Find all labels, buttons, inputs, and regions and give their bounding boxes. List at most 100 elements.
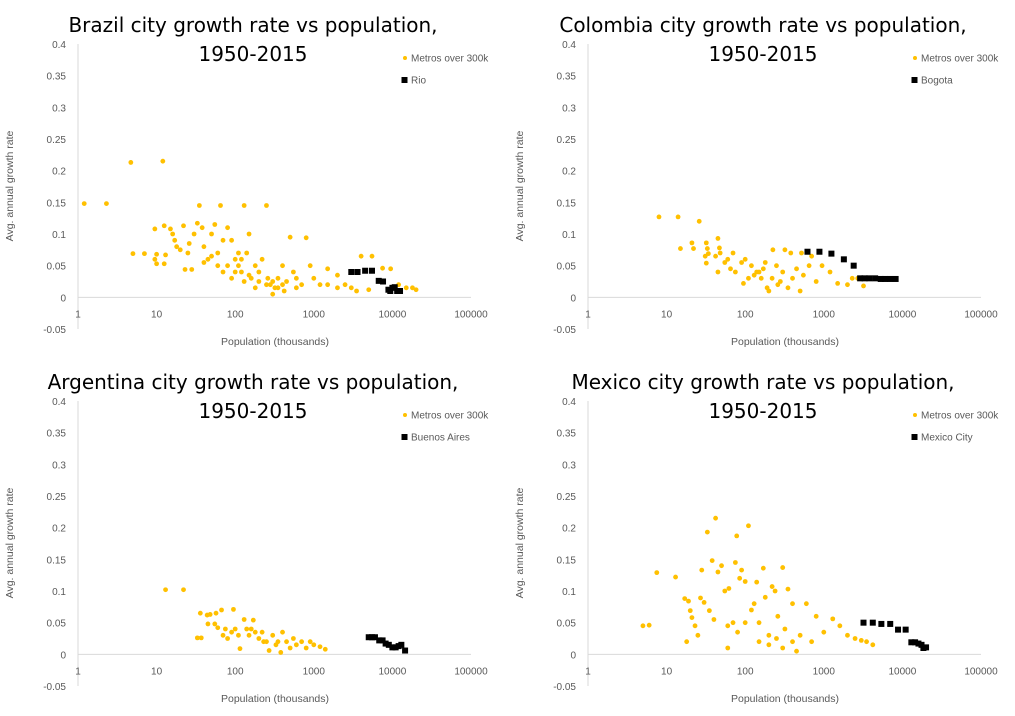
- y-tick-label: 0.25: [557, 135, 577, 146]
- x-tick-label: 1000: [303, 309, 326, 320]
- data-point: [735, 629, 740, 635]
- data-point: [375, 277, 382, 284]
- data-point: [152, 226, 158, 232]
- data-point: [170, 231, 176, 237]
- data-point: [852, 636, 858, 641]
- data-point: [877, 275, 884, 282]
- data-point: [185, 250, 191, 256]
- data-point: [281, 288, 287, 294]
- data-point: [174, 244, 180, 250]
- data-point: [368, 267, 375, 274]
- x-tick-label: 10000: [378, 309, 406, 320]
- data-point: [725, 256, 731, 262]
- data-point: [104, 201, 109, 207]
- data-point: [698, 595, 703, 601]
- series-metros: [640, 515, 876, 654]
- data-point: [849, 275, 855, 281]
- data-point: [379, 637, 386, 644]
- data-point: [194, 220, 200, 226]
- data-point: [687, 608, 693, 614]
- data-point: [769, 584, 775, 589]
- data-point: [209, 231, 214, 237]
- data-point: [213, 610, 219, 616]
- chart-svg: 0.4 0.35 0.3 0.25 0.2 0.15 0.1 0.05 0 -0.05 1 10 100…: [514, 13, 999, 348]
- y-tick-label: 0.05: [47, 262, 67, 273]
- data-point: [799, 250, 804, 256]
- data-point: [749, 607, 754, 613]
- data-point: [387, 288, 394, 294]
- x-axis-label: Population (thousands): [221, 336, 329, 348]
- y-tick-label: 0.4: [562, 40, 576, 51]
- data-point: [278, 650, 284, 655]
- data-point: [640, 623, 646, 629]
- data-point: [287, 645, 293, 651]
- chart-title-line-2: 1950-2015: [708, 399, 817, 423]
- x-tick-label: 1: [585, 666, 591, 677]
- data-point: [751, 601, 757, 607]
- data-point: [299, 282, 305, 288]
- data-point: [730, 620, 736, 626]
- legend-label: Metros over 300k: [411, 411, 489, 422]
- data-point: [872, 275, 879, 282]
- data-point: [225, 263, 230, 269]
- data-point: [717, 250, 723, 256]
- data-point: [696, 218, 702, 224]
- data-point: [742, 620, 748, 626]
- y-tick-label: 0.25: [557, 492, 577, 503]
- data-point: [325, 282, 331, 288]
- data-point: [181, 587, 186, 593]
- data-point: [780, 565, 786, 570]
- data-point: [782, 626, 788, 632]
- data-point: [828, 250, 835, 257]
- data-point: [756, 269, 762, 275]
- data-point: [803, 601, 809, 607]
- legend-label: Metros over 300k: [921, 411, 999, 422]
- chart-svg: 0.4 0.35 0.3 0.25 0.2 0.15 0.1 0.05 0 -0.05 1 10 100…: [4, 370, 489, 705]
- data-point: [222, 626, 228, 632]
- data-point: [261, 639, 267, 645]
- data-point: [749, 263, 754, 269]
- data-point: [682, 596, 688, 601]
- data-point: [194, 635, 200, 641]
- data-point: [732, 269, 738, 275]
- data-point: [299, 639, 305, 645]
- x-tick-label: 1000: [303, 666, 326, 677]
- data-point: [813, 279, 819, 284]
- data-point: [762, 594, 768, 600]
- data-point: [402, 647, 409, 654]
- data-point: [794, 648, 799, 654]
- data-point: [398, 641, 405, 648]
- data-point: [154, 251, 160, 257]
- x-tick-label: 10: [151, 666, 163, 677]
- data-point: [775, 613, 781, 619]
- data-point: [770, 247, 776, 253]
- data-point: [290, 636, 296, 641]
- y-tick-label: 0: [60, 293, 66, 304]
- data-point: [229, 275, 235, 281]
- data-point: [182, 267, 188, 272]
- data-point: [189, 267, 195, 272]
- data-point: [722, 588, 728, 594]
- data-point: [774, 636, 779, 641]
- chart-colombia: 0.4 0.35 0.3 0.25 0.2 0.15 0.1 0.05 0 -0.05 1 10 100…: [510, 0, 1015, 358]
- data-point: [785, 285, 791, 291]
- y-tick-label: 0.4: [562, 397, 576, 408]
- data-point: [236, 632, 241, 638]
- data-point: [259, 256, 265, 262]
- data-point: [232, 626, 238, 632]
- y-tick-label: 0.05: [557, 619, 577, 630]
- data-point: [397, 288, 404, 294]
- data-point: [741, 281, 746, 286]
- chart-svg: 0.4 0.35 0.3 0.25 0.2 0.15 0.1 0.05 0 -0.05 1 10 100…: [4, 13, 489, 348]
- data-point: [130, 251, 136, 257]
- data-point: [212, 222, 218, 227]
- data-point: [780, 269, 786, 275]
- data-point: [207, 612, 213, 617]
- data-point: [673, 574, 678, 580]
- data-point: [835, 281, 841, 286]
- x-tick-label: 1000: [813, 309, 836, 320]
- x-tick-label: 1: [75, 666, 81, 677]
- data-point: [232, 256, 238, 262]
- data-point: [241, 279, 247, 284]
- data-point: [252, 285, 258, 291]
